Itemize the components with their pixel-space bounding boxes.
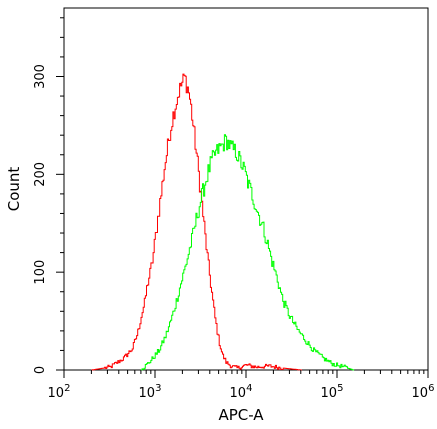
x-axis-label: APC-A — [218, 406, 264, 424]
x-tick-label: 103 — [139, 383, 162, 401]
x-tick-label: 104 — [230, 383, 253, 401]
plot-frame — [63, 7, 429, 371]
x-tick-label: 105 — [321, 383, 344, 401]
x-tick-label: 102 — [48, 383, 71, 401]
y-tick-label: 100 — [33, 260, 48, 285]
x-tick-label: 106 — [412, 383, 435, 401]
y-axis-label: Count — [5, 167, 23, 212]
y-tick-label: 300 — [33, 64, 48, 89]
y-tick-label: 200 — [33, 162, 48, 187]
y-axis-ticks: 0 100 200 300 — [33, 17, 64, 374]
x-axis-ticks: 102 103 104 105 106 — [48, 370, 435, 401]
y-tick-label: 0 — [33, 366, 48, 374]
series-layer — [91, 73, 355, 371]
series-line-1 — [91, 73, 302, 371]
series-line-2 — [140, 134, 355, 371]
